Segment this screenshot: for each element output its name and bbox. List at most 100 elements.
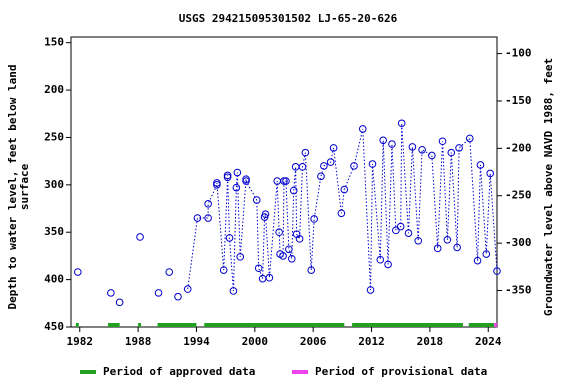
data-point	[465, 134, 474, 143]
data-point	[307, 266, 316, 274]
data-point	[74, 268, 82, 276]
data-point	[254, 264, 263, 273]
data-point	[310, 215, 318, 223]
y2-tick-label: -150	[505, 94, 532, 107]
data-point	[115, 298, 124, 307]
data-point	[408, 143, 417, 151]
data-point	[418, 145, 426, 154]
data-point	[366, 286, 375, 294]
legend-label: Period of approved data	[103, 365, 255, 378]
data-point	[236, 253, 245, 261]
data-point	[295, 235, 304, 243]
y2-tick-label: -200	[505, 141, 532, 154]
x-tick-label: 2000	[242, 335, 269, 348]
y-tick-label: 150	[44, 36, 64, 49]
data-point	[204, 199, 212, 208]
data-point	[213, 179, 221, 187]
data-point	[404, 229, 413, 237]
y2-tick-label: -350	[505, 284, 532, 297]
data-point	[193, 214, 202, 222]
data-point	[414, 236, 423, 245]
data-point	[219, 266, 228, 274]
data-point	[204, 214, 212, 222]
data-point	[265, 273, 274, 282]
data-point	[242, 175, 250, 183]
data-point	[285, 245, 293, 254]
data-point	[320, 162, 328, 170]
data-point	[379, 136, 388, 145]
data-point	[225, 234, 234, 242]
data-point	[252, 196, 261, 204]
y2-axis-label: Groundwater level above NAVD 1988, feet	[542, 58, 555, 316]
data-point	[317, 172, 325, 181]
period-bar	[157, 323, 197, 327]
data-point	[340, 185, 349, 194]
period-bar	[468, 323, 495, 327]
data-point	[376, 255, 385, 264]
period-bar	[107, 323, 120, 327]
data-point	[447, 148, 456, 157]
y-tick-label: 350	[44, 225, 64, 238]
data-point	[233, 168, 242, 177]
data-point	[301, 148, 310, 157]
data-point	[476, 161, 485, 169]
y-tick-label: 450	[44, 320, 64, 333]
data-point	[428, 151, 436, 160]
data-point	[329, 144, 338, 152]
data-point	[279, 252, 287, 260]
data-point	[388, 140, 396, 148]
data-point	[287, 254, 296, 263]
data-point	[107, 289, 115, 297]
data-point	[392, 226, 400, 235]
y-axis-label: Depth to water level, feet below land	[6, 64, 19, 309]
data-point	[438, 137, 447, 146]
x-tick-label: 2006	[300, 335, 327, 348]
data-point	[280, 177, 288, 185]
period-bar	[494, 323, 497, 327]
y-tick-label: 200	[44, 83, 64, 96]
data-point	[213, 181, 221, 189]
data-point	[223, 173, 232, 182]
data-point	[368, 160, 377, 168]
data-point	[443, 236, 452, 244]
period-bar	[75, 323, 79, 327]
data-point	[261, 210, 270, 219]
data-point	[258, 274, 267, 283]
series-line	[187, 123, 498, 292]
data-point	[298, 163, 307, 171]
data-point	[350, 162, 358, 170]
data-point	[136, 233, 144, 241]
data-point	[275, 228, 283, 237]
data-point	[165, 268, 174, 276]
data-point	[154, 289, 163, 297]
y-tick-label: 400	[44, 273, 64, 286]
data-point	[229, 287, 238, 295]
y-tick-label: 300	[44, 178, 64, 191]
data-point	[326, 158, 335, 166]
data-point	[289, 186, 298, 195]
x-tick-label: 1988	[125, 335, 152, 348]
period-bar	[138, 323, 142, 327]
data-point	[232, 183, 241, 192]
data-point	[473, 256, 482, 265]
data-point	[453, 243, 461, 252]
y2-tick-label: -300	[505, 236, 532, 249]
data-point	[493, 267, 501, 275]
y-tick-label: 250	[44, 130, 64, 143]
data-point	[384, 260, 392, 269]
data-point	[223, 171, 232, 180]
data-point	[337, 209, 346, 218]
x-tick-label: 2012	[358, 335, 385, 348]
data-point	[183, 285, 192, 293]
x-tick-label: 1982	[67, 335, 94, 348]
data-point	[482, 250, 491, 258]
data-point	[282, 177, 290, 185]
x-tick-label: 2018	[417, 335, 444, 348]
period-bar	[204, 323, 345, 327]
data-point	[242, 177, 250, 185]
y2-tick-label: -100	[505, 47, 532, 60]
x-tick-label: 1994	[183, 335, 210, 348]
y2-tick-label: -250	[505, 189, 532, 202]
data-point	[396, 222, 405, 231]
